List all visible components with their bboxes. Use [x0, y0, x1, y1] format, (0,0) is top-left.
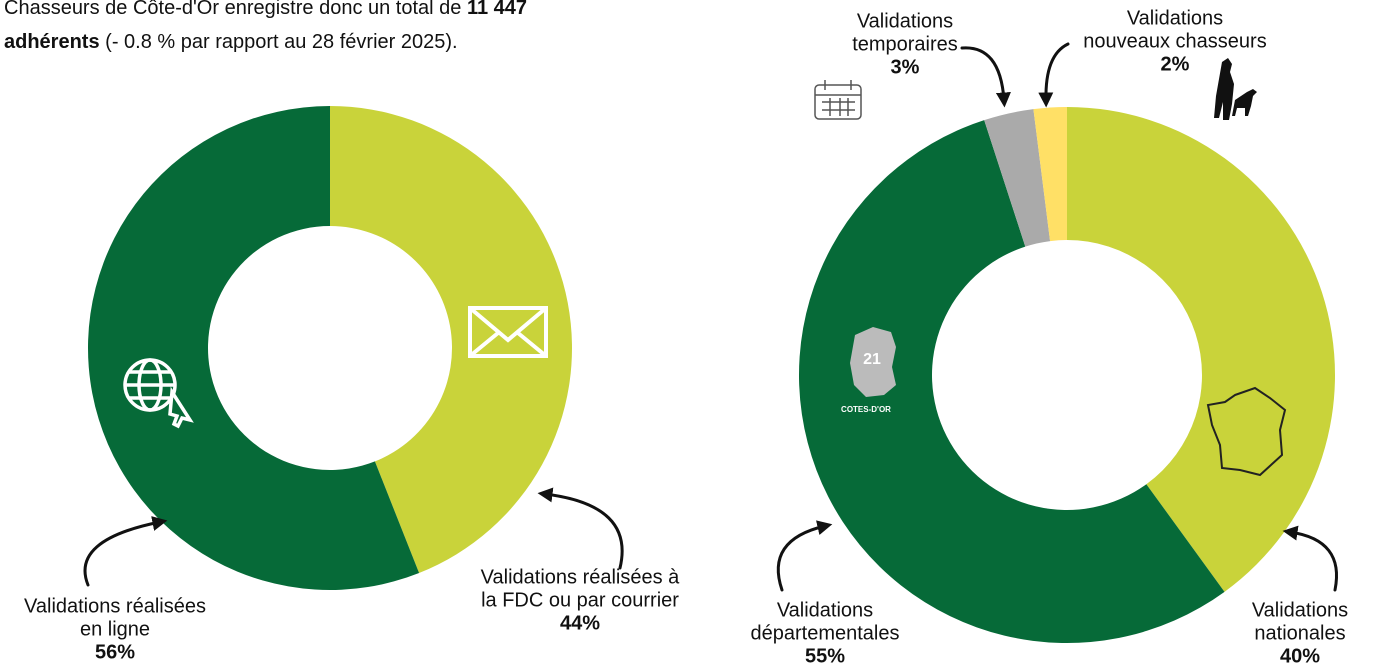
charts: Validations réalisées àla FDC ou par cou… — [24, 7, 1348, 666]
france-icon — [1206, 386, 1287, 477]
arrow — [537, 487, 624, 570]
arrow — [1038, 42, 1070, 108]
slice-label: la FDC ou par courrier — [481, 589, 679, 611]
intro-line-2: adhérents (- 0.8 % par rapport au 28 fév… — [4, 31, 458, 53]
donut-slice — [330, 106, 572, 574]
hunter-icon — [1214, 58, 1257, 120]
slice-label: Validations réalisées — [24, 595, 206, 617]
intro-bold: adhérents — [4, 31, 100, 53]
slice-value-label: 40% — [1280, 645, 1320, 666]
slice-label: temporaires — [852, 33, 958, 55]
donut-slice — [798, 120, 1225, 644]
arrow — [1282, 525, 1338, 592]
department-number: 21 — [863, 351, 881, 368]
donut-slice — [1067, 107, 1335, 592]
slice-value-label: 56% — [95, 641, 135, 663]
arrow — [960, 46, 1011, 108]
slice-label: nouveaux chasseurs — [1083, 30, 1266, 52]
department-name: COTES-D'OR — [841, 405, 891, 414]
globe-icon — [123, 358, 194, 429]
slice-label: en ligne — [80, 618, 150, 640]
slice-label: Validations réalisées à — [481, 566, 681, 588]
slice-label: Validations — [1127, 7, 1223, 29]
slice-label: Validations — [857, 10, 953, 32]
slice-value-label: 2% — [1161, 53, 1190, 75]
intro-text: Chasseurs de Côte-d'Or enregistre donc u… — [4, 0, 461, 19]
slice-value-label: 44% — [560, 612, 600, 634]
calendar-icon — [814, 80, 862, 120]
envelope-icon — [468, 306, 548, 358]
slice-label: nationales — [1254, 622, 1345, 644]
donut-slice — [984, 109, 1051, 247]
donut-slice — [87, 106, 420, 591]
arrow — [776, 520, 833, 592]
donut-slice — [1033, 107, 1067, 242]
slice-value-label: 3% — [891, 56, 920, 78]
slice-label: départementales — [751, 622, 900, 644]
slice-value-label: 55% — [805, 645, 845, 666]
arrow — [83, 516, 168, 587]
intro-bold: 11 447 — [467, 0, 527, 19]
slice-label: Validations — [777, 599, 873, 621]
department-icon — [850, 327, 896, 397]
intro-text: (- 0.8 % par rapport au 28 février 2025)… — [105, 31, 457, 53]
slice-label: Validations — [1252, 599, 1348, 621]
intro-line-1: Chasseurs de Côte-d'Or enregistre donc u… — [4, 0, 527, 19]
